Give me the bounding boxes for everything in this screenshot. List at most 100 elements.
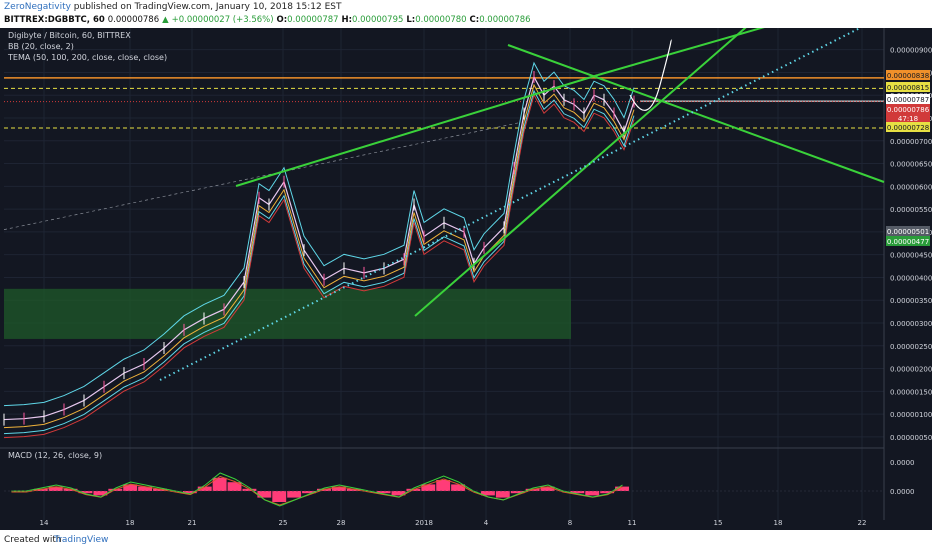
macd-histogram-bar bbox=[138, 486, 153, 491]
y-tick-label: 0.00000600 bbox=[890, 183, 932, 191]
y-tick-label: 0.00000650 bbox=[890, 161, 932, 169]
h-label: H: bbox=[341, 15, 353, 25]
price-label-text: 0.00000728 bbox=[887, 124, 929, 132]
y-tick-label: 0.00000050 bbox=[890, 434, 932, 442]
o-label: O: bbox=[276, 15, 288, 25]
macd-histogram-bar bbox=[436, 480, 451, 491]
c-label: C: bbox=[469, 15, 480, 25]
o-value: 0.00000787 bbox=[287, 15, 339, 25]
macd-histogram-bar bbox=[600, 491, 615, 494]
price-label-bg bbox=[886, 70, 930, 80]
y-tick-label: 0.00000150 bbox=[890, 388, 932, 396]
price-label-text: 0.00000786 bbox=[887, 106, 930, 114]
macd-histogram-bar bbox=[495, 491, 510, 498]
macd-histogram-bar bbox=[585, 491, 600, 496]
bb-upper-line bbox=[3, 61, 635, 407]
y-tick-label: 0.00000700 bbox=[890, 138, 932, 146]
c-value: 0.00000786 bbox=[479, 15, 531, 25]
trendline-wedge-top bbox=[597, 28, 765, 76]
x-tick-label: 22 bbox=[858, 519, 867, 527]
macd-histogram-bar bbox=[540, 486, 555, 491]
y-tick-label: 0.00000400 bbox=[890, 274, 932, 282]
x-tick-label: 15 bbox=[714, 519, 723, 527]
price-label-bg bbox=[886, 236, 930, 246]
price-label-bg bbox=[886, 82, 930, 92]
y-tick-label: 0.00000900 bbox=[890, 47, 932, 55]
ohlc-info: BITTREX:DGBBTC, 60 0.00000786 ▲ +0.00000… bbox=[4, 15, 531, 25]
legend-bb: BB (20, close, 2) bbox=[8, 42, 74, 51]
macd-histogram-bar bbox=[257, 491, 272, 498]
macd-histogram-bar bbox=[212, 477, 227, 491]
footer: Created with TradingView bbox=[0, 532, 932, 550]
bb-lower-line bbox=[3, 89, 635, 435]
macd-histogram-bar bbox=[182, 491, 197, 494]
macd-histogram-bar bbox=[346, 488, 361, 491]
macd-histogram-bar bbox=[48, 486, 63, 491]
price-label-text: 0.00000501 bbox=[887, 228, 929, 236]
trendline-wedge-bottom bbox=[414, 28, 747, 317]
y-tick-label: 0.00000300 bbox=[890, 320, 932, 328]
macd-histogram-bar bbox=[570, 491, 585, 494]
price-label-bg bbox=[886, 104, 930, 114]
macd-histogram-bar bbox=[615, 486, 629, 491]
macd-histogram-bar bbox=[302, 491, 316, 494]
demand-zone bbox=[4, 288, 571, 339]
macd-histogram-bar bbox=[123, 484, 138, 491]
legend-tema: TEMA (50, 100, 200, close, close, close) bbox=[8, 53, 168, 62]
macd-histogram-bar bbox=[287, 491, 302, 498]
price-line bbox=[3, 75, 635, 421]
chart-header: ZeroNegativity published on TradingView.… bbox=[0, 0, 932, 28]
author-link[interactable]: ZeroNegativity bbox=[4, 2, 71, 12]
projection-curve bbox=[629, 39, 672, 111]
open-value: 0.00000786 bbox=[107, 15, 160, 25]
y-tick-label: 0.00000200 bbox=[890, 366, 932, 374]
x-tick-label: 25 bbox=[279, 519, 288, 527]
up-arrow-icon: ▲ bbox=[162, 15, 169, 25]
tema-line-2 bbox=[3, 93, 635, 439]
x-tick-label: 28 bbox=[337, 519, 346, 527]
price-label-text: 0.00000477 bbox=[887, 238, 929, 246]
x-tick-label: 4 bbox=[484, 519, 489, 527]
price-label-text: 47:18 bbox=[898, 115, 918, 123]
tradingview-logo[interactable]: TradingView bbox=[54, 535, 109, 545]
y-tick-label: 0.00000450 bbox=[890, 252, 932, 260]
price-label-text: 0.00000815 bbox=[887, 84, 929, 92]
price-label-text: 0.00000838 bbox=[887, 72, 929, 80]
x-tick-label: 18 bbox=[126, 519, 135, 527]
x-tick-label: 11 bbox=[628, 519, 637, 527]
legend-title: Digibyte / Bitcoin, 60, BITTREX bbox=[8, 31, 131, 40]
macd-histogram-bar bbox=[272, 491, 287, 502]
y-tick-label: 0.00000250 bbox=[890, 343, 932, 351]
macd-histogram-bar bbox=[63, 488, 78, 491]
macd-histogram-bar bbox=[331, 486, 346, 491]
l-label: L: bbox=[406, 15, 416, 25]
trendline-upper bbox=[235, 74, 599, 187]
macd-histogram-bar bbox=[510, 491, 525, 494]
x-tick-label: 8 bbox=[568, 519, 572, 527]
macd-line bbox=[11, 475, 623, 506]
price-label-bg bbox=[886, 122, 930, 132]
publish-text: published on TradingView.com, January 10… bbox=[73, 2, 342, 12]
macd-histogram-bar bbox=[78, 491, 93, 494]
x-tick-label: 2018 bbox=[415, 519, 433, 527]
legend-macd: MACD (12, 26, close, 9) bbox=[8, 451, 103, 460]
y-tick-label: 0.00000350 bbox=[890, 297, 932, 305]
macd-histogram-bar bbox=[197, 486, 212, 491]
y-tick-label: 0.00000100 bbox=[890, 411, 932, 419]
created-with-text: Created with bbox=[4, 535, 62, 545]
macd-histogram-bar bbox=[242, 488, 257, 491]
y-tick-label: 0.00000550 bbox=[890, 206, 932, 214]
l-value: 0.00000780 bbox=[415, 15, 467, 25]
macd-histogram-bar bbox=[93, 491, 108, 496]
macd-histogram-bar bbox=[376, 491, 391, 494]
dotted-support-line bbox=[159, 28, 861, 381]
change-value: +0.00000027 (+3.56%) bbox=[171, 15, 274, 25]
macd-histogram-bar bbox=[391, 491, 406, 496]
symbol-label: BITTREX:DGBBTC, 60 bbox=[4, 15, 105, 25]
chart-background bbox=[0, 28, 932, 530]
price-label-bg bbox=[886, 94, 930, 104]
x-tick-label: 18 bbox=[774, 519, 783, 527]
price-chart[interactable]: 0.000009000.000008500.000008000.00000750… bbox=[0, 28, 932, 530]
long-trend-line bbox=[3, 122, 521, 230]
